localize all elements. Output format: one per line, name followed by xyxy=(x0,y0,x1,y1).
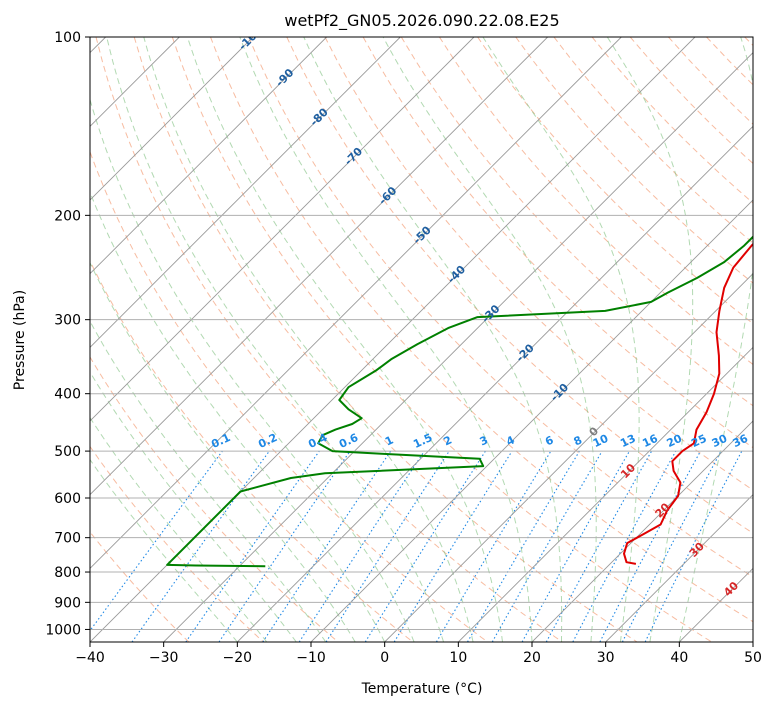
isotherm xyxy=(384,273,753,642)
isotherm xyxy=(458,346,753,642)
moist-adiabat xyxy=(90,458,238,642)
moist-adiabat xyxy=(678,37,753,642)
y-tick-label: 400 xyxy=(54,387,81,403)
x-tick-label: 20 xyxy=(523,650,541,666)
mixing-ratio-label: 10 xyxy=(591,432,611,450)
isotherm xyxy=(90,37,401,348)
isotherm xyxy=(310,199,753,642)
y-axis-ticks: 100 200 300 400 500 600 700 800 900 1000 xyxy=(45,30,90,638)
isotherm xyxy=(90,37,548,496)
dry-adiabat xyxy=(95,37,563,642)
mixing-ratio-label: 36 xyxy=(731,432,751,450)
moist-adiabat xyxy=(90,371,297,642)
x-tick-label: 10 xyxy=(449,650,467,666)
x-tick-label: 50 xyxy=(744,650,762,666)
isotherm xyxy=(163,52,753,642)
y-tick-label: 700 xyxy=(54,531,81,547)
mixing-ratio-line xyxy=(185,450,320,642)
mixing-ratio-line xyxy=(644,450,743,642)
mixing-ratio-line xyxy=(298,450,425,642)
mixing-ratio-line xyxy=(572,450,677,642)
moist-adiabat xyxy=(482,37,640,642)
moist-adiabat xyxy=(303,37,563,642)
mixing-ratio-label: 16 xyxy=(640,432,660,450)
isotherm xyxy=(90,37,327,275)
x-tick-label: −30 xyxy=(149,650,179,666)
y-tick-label: 300 xyxy=(54,313,81,329)
moist-adiabat xyxy=(106,37,445,642)
x-tick-label: 30 xyxy=(597,650,615,666)
moist-adiabat xyxy=(382,37,597,642)
isotherm xyxy=(90,37,622,569)
temperature-profile xyxy=(623,242,753,565)
y-tick-label: 200 xyxy=(54,208,81,224)
isotherm xyxy=(90,37,254,201)
y-tick-label: 800 xyxy=(54,565,81,581)
dry-adiabat xyxy=(248,37,753,578)
x-axis-label: Temperature (°C) xyxy=(361,681,483,697)
x-tick-label: −10 xyxy=(296,650,326,666)
y-tick-label: 600 xyxy=(54,491,81,507)
mixing-ratio-label: 20 xyxy=(665,432,685,450)
isotherm xyxy=(531,420,753,642)
dry-adiabat xyxy=(324,37,753,491)
moist-adiabat xyxy=(90,320,327,642)
dry-adiabat xyxy=(210,37,753,623)
profile-lines xyxy=(166,235,753,568)
x-tick-label: −20 xyxy=(223,650,253,666)
mixing-ratio-line xyxy=(545,450,653,642)
y-tick-label: 900 xyxy=(54,595,81,611)
mixing-ratio-label: 30 xyxy=(710,432,730,450)
mixing-ratio-label: 25 xyxy=(689,432,708,450)
plot-area xyxy=(90,37,753,642)
chart-title: wetPf2_GN05.2026.090.22.08.E25 xyxy=(284,11,559,31)
dry-adiabat xyxy=(90,356,339,642)
x-tick-label: 40 xyxy=(670,650,688,666)
dry-adiabats xyxy=(90,37,753,642)
mixing-ratio-lines xyxy=(90,450,743,642)
dry-adiabat xyxy=(477,37,753,325)
x-axis-ticks: −40 −30 −20 −10 0 10 20 30 40 50 xyxy=(75,642,762,666)
moist-adiabat xyxy=(90,416,268,642)
moist-adiabat xyxy=(239,37,533,642)
isotherm xyxy=(237,125,753,642)
dry-adiabat xyxy=(90,445,264,642)
moist-adiabat xyxy=(90,261,356,642)
x-tick-label: 0 xyxy=(380,650,389,666)
mixing-ratio-line xyxy=(521,450,630,642)
isotherm xyxy=(605,494,753,642)
y-tick-label: 1000 xyxy=(45,622,81,638)
plot-frame xyxy=(89,36,754,643)
y-tick-label: 500 xyxy=(54,444,81,460)
moist-adiabat xyxy=(143,37,474,642)
dry-adiabat xyxy=(133,37,638,642)
dry-adiabat xyxy=(438,37,753,366)
pressure-gridlines xyxy=(90,37,753,630)
dry-adiabat xyxy=(90,150,488,642)
dry-adiabat xyxy=(171,37,712,642)
y-axis-label: Pressure (hPa) xyxy=(12,290,28,390)
mixing-ratio-label: 13 xyxy=(618,432,637,450)
mixing-ratio-line xyxy=(90,450,223,632)
mixing-ratio-line xyxy=(131,450,270,642)
mixing-ratio-line xyxy=(218,450,351,642)
y-tick-label: 100 xyxy=(54,30,81,46)
dewpoint-profile xyxy=(166,235,753,568)
moist-adiabat xyxy=(186,37,503,642)
moist-adiabat xyxy=(90,190,386,642)
mixing-ratio-line xyxy=(393,450,513,642)
mixing-ratio-line xyxy=(325,450,450,642)
mixing-ratio-line xyxy=(262,450,392,642)
x-tick-label: −40 xyxy=(75,650,105,666)
isotherm xyxy=(90,37,475,422)
